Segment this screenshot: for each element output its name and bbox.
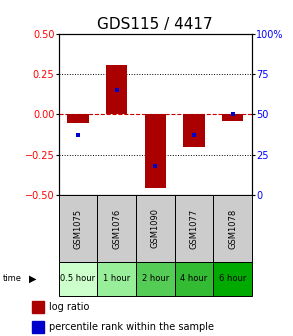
Bar <box>67 114 88 123</box>
Bar <box>175 262 213 296</box>
Bar <box>59 195 97 262</box>
Text: 0.5 hour: 0.5 hour <box>60 275 96 283</box>
Bar <box>183 114 205 147</box>
Text: percentile rank within the sample: percentile rank within the sample <box>49 322 214 332</box>
Text: log ratio: log ratio <box>49 302 90 311</box>
Text: ▶: ▶ <box>29 274 37 284</box>
Bar <box>136 262 175 296</box>
Bar <box>213 262 252 296</box>
Text: GSM1077: GSM1077 <box>190 208 198 249</box>
Bar <box>213 195 252 262</box>
Text: 1 hour: 1 hour <box>103 275 130 283</box>
Text: GSM1078: GSM1078 <box>228 208 237 249</box>
Text: GSM1076: GSM1076 <box>112 208 121 249</box>
Text: GSM1075: GSM1075 <box>74 208 82 249</box>
Text: 6 hour: 6 hour <box>219 275 246 283</box>
Bar <box>32 300 44 312</box>
Bar <box>32 321 44 333</box>
Bar <box>97 262 136 296</box>
Text: GSM1090: GSM1090 <box>151 208 160 249</box>
Bar <box>222 114 243 122</box>
Bar <box>59 262 97 296</box>
Bar <box>97 195 136 262</box>
Bar <box>175 195 213 262</box>
Bar <box>136 195 175 262</box>
Text: 4 hour: 4 hour <box>180 275 208 283</box>
Bar <box>145 114 166 187</box>
Title: GDS115 / 4417: GDS115 / 4417 <box>98 17 213 33</box>
Text: time: time <box>3 275 22 283</box>
Text: 2 hour: 2 hour <box>142 275 169 283</box>
Bar <box>106 65 127 114</box>
